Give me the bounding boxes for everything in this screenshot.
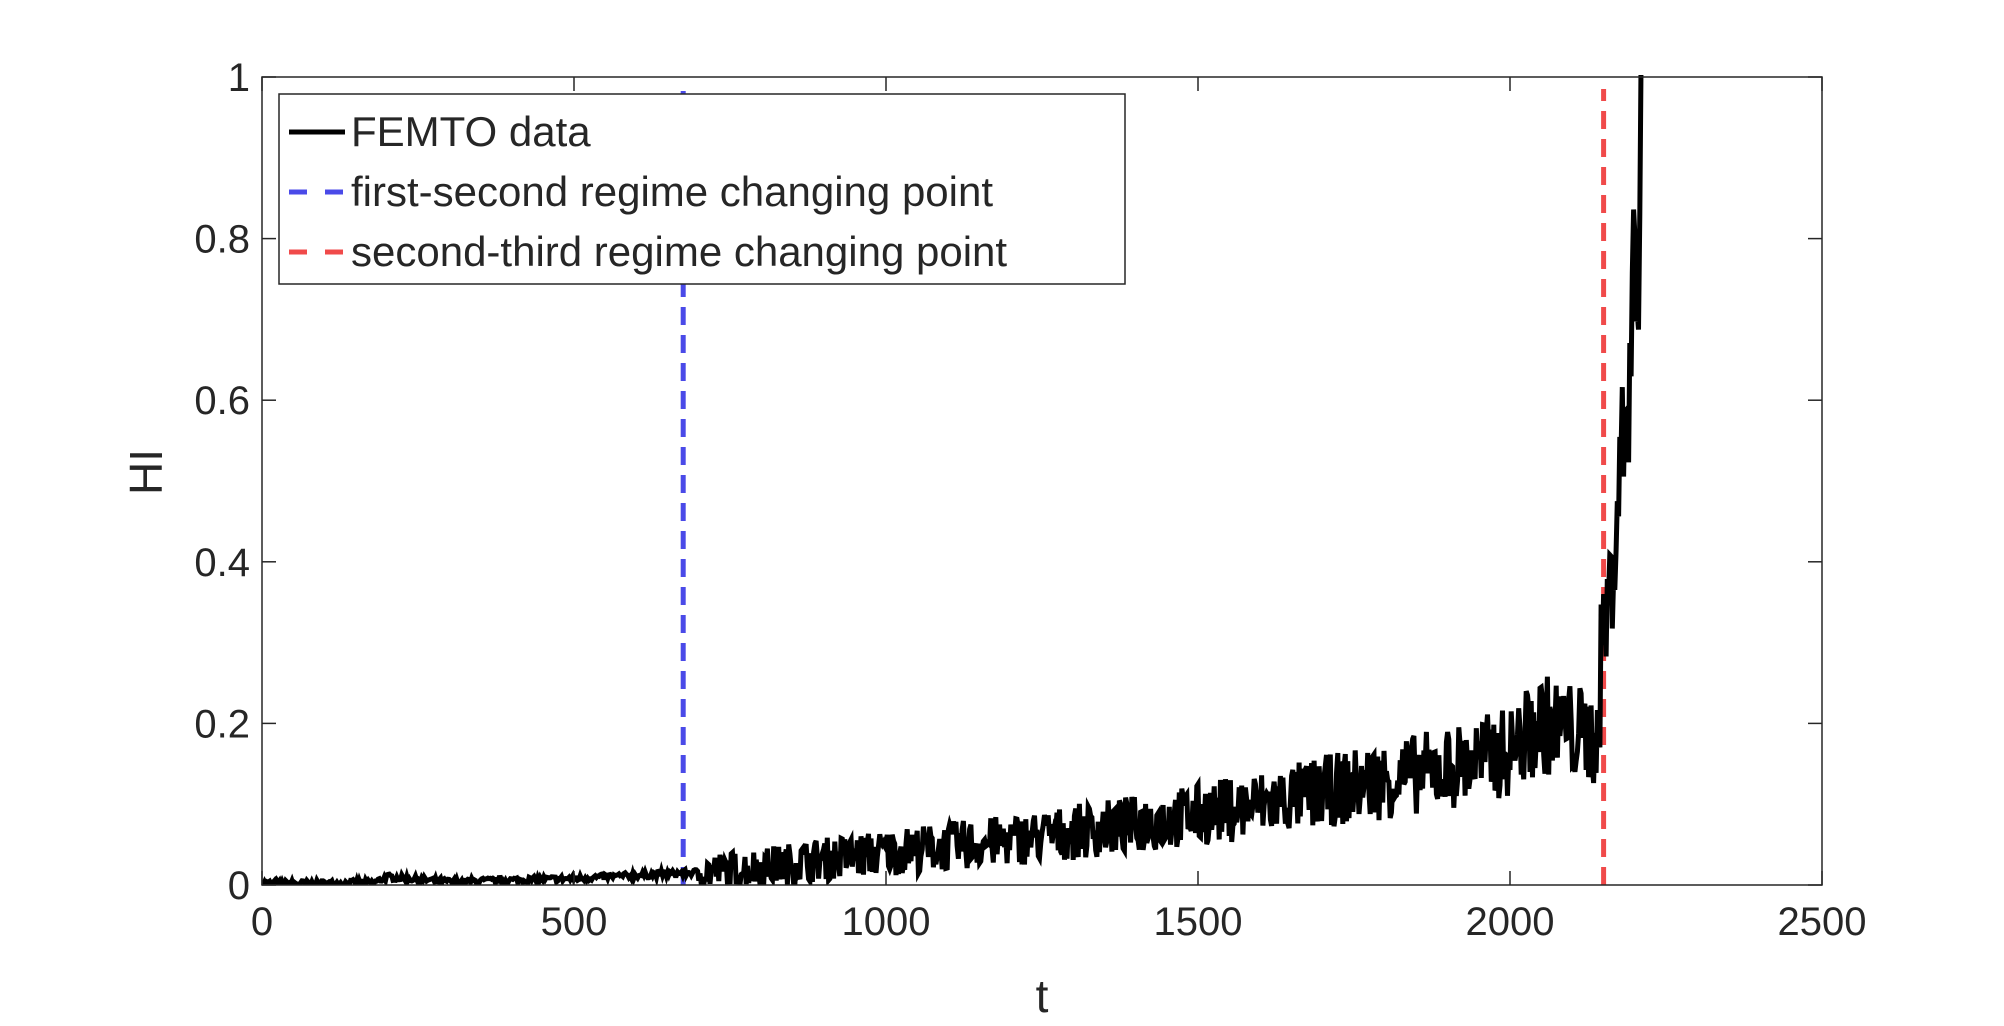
axes-box: [261, 76, 1823, 886]
y-tick-label: 0.4: [194, 541, 250, 585]
y-tick-label: 0.6: [194, 379, 250, 423]
legend-label: first-second regime changing point: [351, 168, 993, 215]
legend-label: second-third regime changing point: [351, 228, 1007, 275]
series-line-femto: [262, 75, 1644, 885]
x-tick-label: 0: [251, 900, 273, 944]
x-tick-label: 2000: [1466, 900, 1555, 944]
legend-label: FEMTO data: [351, 108, 591, 155]
x-tick-label: 2500: [1778, 900, 1867, 944]
x-axis-label: t: [1036, 970, 1049, 1021]
y-tick-label: 1: [228, 56, 250, 100]
x-tick-label: 1000: [842, 900, 931, 944]
y-tick-label: 0.8: [194, 218, 250, 262]
legend: FEMTO data first-second regime changing p…: [278, 93, 1126, 285]
legend-box: [278, 93, 1126, 285]
x-tick-label: 1500: [1154, 900, 1243, 944]
axes: 0 500 1000 1500 2000 2500 0 0.2 0.4 0.6 0.8 1: [194, 56, 1866, 944]
y-tick-label: 0.2: [194, 702, 250, 746]
y-axis-label: HI: [120, 449, 172, 495]
x-tick-label: 500: [541, 900, 608, 944]
axis-labels: t HI: [120, 449, 1049, 1022]
y-tick-label: 0: [228, 864, 250, 908]
